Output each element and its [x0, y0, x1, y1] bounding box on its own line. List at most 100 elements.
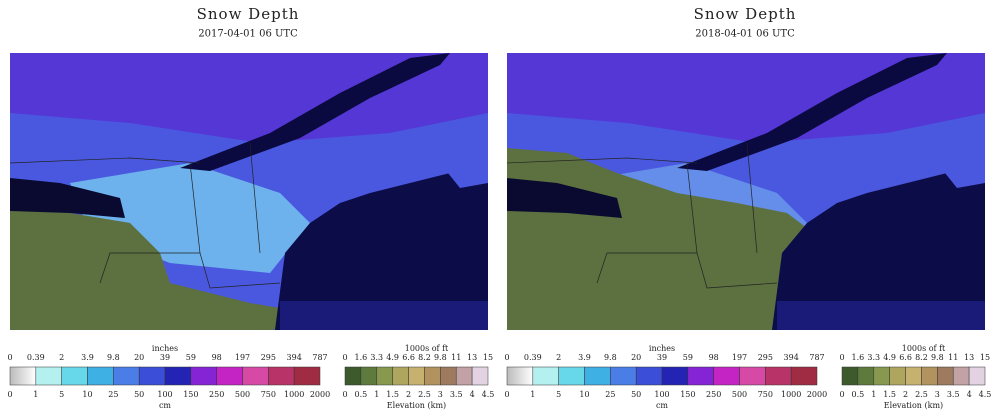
- legend-swatch: [687, 366, 714, 386]
- legend-swatch: [873, 366, 890, 386]
- legend-swatch: [506, 366, 534, 386]
- legend-swatch: [635, 366, 663, 386]
- legend-label: 9.8: [107, 353, 120, 362]
- legend-label: 59: [186, 353, 196, 362]
- legend-label: 0.5: [355, 390, 368, 399]
- ocean-band: [280, 301, 488, 330]
- panel-date: 2017-04-01 06 UTC: [198, 29, 298, 40]
- legend-label: 1000: [284, 390, 304, 399]
- legend-label: 0.5: [852, 390, 865, 399]
- legend-label: 3.5: [947, 390, 960, 399]
- legend-swatch: [661, 366, 689, 386]
- legend-label: 9.8: [434, 353, 447, 362]
- legend-swatch: [360, 366, 378, 386]
- legend-label: 100: [157, 390, 172, 399]
- legend-label: 5: [556, 390, 561, 399]
- legend-label: 250: [209, 390, 224, 399]
- legend-label: 9.8: [604, 353, 617, 362]
- legend-label: 98: [709, 353, 719, 362]
- ocean-east: [937, 153, 985, 188]
- legend-label: 59: [683, 353, 693, 362]
- unit-label: inches: [152, 344, 178, 353]
- legend-label: 6.6: [402, 353, 415, 362]
- legend-swatch: [713, 366, 740, 386]
- legend-label: 0: [839, 390, 844, 399]
- legend-swatch: [113, 366, 140, 386]
- unit-label: Elevation (km): [387, 401, 446, 410]
- legend-label: 25: [605, 390, 615, 399]
- legend-swatch: [242, 366, 269, 386]
- lake: [507, 178, 622, 218]
- legend-label: 25: [108, 390, 118, 399]
- legend-label: 20: [134, 353, 144, 362]
- legend-label: 39: [657, 353, 667, 362]
- legend-swatch: [857, 366, 875, 386]
- legend-label: 50: [631, 390, 641, 399]
- legend-swatch: [558, 366, 585, 386]
- legend-label: 2.5: [915, 390, 928, 399]
- legend-swatch: [87, 366, 114, 386]
- legend-label: 787: [312, 353, 327, 362]
- legend-label: 394: [784, 353, 799, 362]
- legend-swatch: [921, 366, 938, 386]
- legend-label: 4.9: [386, 353, 399, 362]
- legend-label: 1: [374, 390, 379, 399]
- legend-label: 3: [438, 390, 443, 399]
- legend-label: 3.3: [370, 353, 383, 362]
- deep-snow: [507, 53, 985, 143]
- ocean: [275, 173, 488, 330]
- legend-label: 0.39: [27, 353, 45, 362]
- legend-swatch: [216, 366, 243, 386]
- legend-swatch: [937, 366, 954, 386]
- legend-swatch: [952, 366, 970, 386]
- legend-label: 15: [980, 353, 990, 362]
- deep-snow: [10, 53, 488, 143]
- snow-map: [507, 53, 985, 330]
- unit-label: Elevation (km): [884, 401, 943, 410]
- legend-label: 150: [183, 390, 198, 399]
- legend-label: 8.2: [418, 353, 431, 362]
- legend-label: 500: [235, 390, 250, 399]
- legend-label: 1.6: [355, 353, 368, 362]
- legend-swatch: [408, 366, 425, 386]
- legend-swatch: [841, 366, 859, 386]
- legend-label: 1.5: [883, 390, 896, 399]
- unit-label: 1000s of ft: [405, 344, 449, 353]
- legend-swatch: [440, 366, 457, 386]
- panel-title: Snow Depth: [197, 5, 300, 23]
- legend-label: 4: [470, 390, 475, 399]
- unit-label: cm: [656, 401, 668, 410]
- unit-label: cm: [159, 401, 171, 410]
- legend-label: 15: [483, 353, 493, 362]
- legend-swatch: [765, 366, 792, 386]
- legend-label: 5: [59, 390, 64, 399]
- legend-label: 500: [732, 390, 747, 399]
- legend-label: 0: [504, 353, 509, 362]
- legend-label: 3: [935, 390, 940, 399]
- legend-label: 11: [451, 353, 461, 362]
- legend-label: 9.8: [931, 353, 944, 362]
- lake: [10, 178, 125, 218]
- legend-label: 250: [706, 390, 721, 399]
- legend-label: 1.5: [386, 390, 399, 399]
- legend-label: 197: [732, 353, 747, 362]
- legend-swatch: [905, 366, 922, 386]
- legend-label: 6.6: [899, 353, 912, 362]
- legend-label: 3.5: [450, 390, 463, 399]
- legend-swatch: [584, 366, 611, 386]
- legend-swatch: [610, 366, 637, 386]
- legend-label: 3.9: [578, 353, 591, 362]
- panel-date: 2018-04-01 06 UTC: [695, 29, 795, 40]
- river: [677, 53, 947, 171]
- legend-label: 10: [82, 390, 92, 399]
- legend-label: 2: [556, 353, 561, 362]
- legend-label: 20: [631, 353, 641, 362]
- legend-label: 2: [903, 390, 908, 399]
- legend-label: 197: [235, 353, 250, 362]
- legend-label: 0: [342, 390, 347, 399]
- legend-label: 13: [964, 353, 974, 362]
- legend-label: 1.6: [852, 353, 865, 362]
- legend-label: 750: [758, 390, 773, 399]
- legend-swatch: [968, 366, 986, 386]
